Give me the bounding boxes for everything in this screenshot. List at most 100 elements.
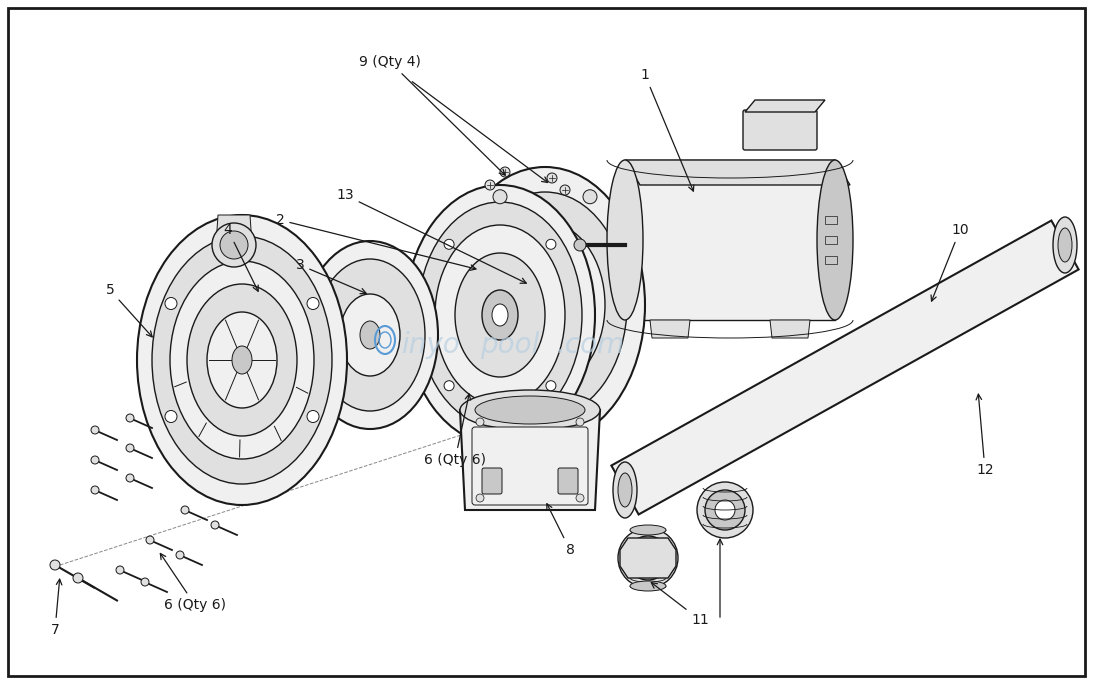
Polygon shape — [650, 320, 690, 338]
Ellipse shape — [91, 426, 99, 434]
Polygon shape — [611, 220, 1079, 514]
Polygon shape — [769, 320, 810, 338]
Text: 10: 10 — [931, 223, 968, 301]
Ellipse shape — [618, 528, 678, 588]
Ellipse shape — [560, 185, 571, 195]
Ellipse shape — [1053, 217, 1077, 273]
Ellipse shape — [492, 304, 508, 326]
Ellipse shape — [545, 239, 556, 249]
Ellipse shape — [91, 486, 99, 494]
Ellipse shape — [705, 490, 745, 530]
Ellipse shape — [418, 202, 581, 428]
Ellipse shape — [91, 456, 99, 464]
Ellipse shape — [211, 521, 219, 529]
Ellipse shape — [176, 551, 184, 559]
Ellipse shape — [485, 180, 495, 190]
Ellipse shape — [207, 312, 277, 408]
Ellipse shape — [444, 239, 454, 249]
Ellipse shape — [485, 222, 606, 388]
FancyBboxPatch shape — [472, 427, 588, 505]
FancyBboxPatch shape — [482, 468, 502, 494]
Ellipse shape — [455, 253, 545, 377]
Polygon shape — [625, 160, 835, 320]
Ellipse shape — [307, 410, 319, 423]
Ellipse shape — [307, 298, 319, 309]
Ellipse shape — [406, 185, 595, 445]
Ellipse shape — [165, 410, 177, 423]
Ellipse shape — [715, 500, 734, 520]
Text: 2: 2 — [275, 213, 475, 270]
Ellipse shape — [816, 160, 853, 320]
Polygon shape — [460, 410, 600, 510]
Ellipse shape — [576, 494, 584, 502]
Polygon shape — [745, 100, 825, 112]
Ellipse shape — [583, 189, 597, 204]
Text: 6 (Qty 6): 6 (Qty 6) — [161, 553, 226, 612]
Bar — [825, 236, 837, 244]
Ellipse shape — [545, 381, 556, 391]
Ellipse shape — [475, 418, 484, 426]
Text: 6 (Qty 6): 6 (Qty 6) — [424, 394, 486, 467]
Ellipse shape — [141, 578, 149, 586]
Ellipse shape — [630, 581, 666, 591]
Ellipse shape — [50, 560, 60, 570]
Ellipse shape — [460, 390, 600, 430]
Polygon shape — [625, 160, 850, 185]
Polygon shape — [620, 538, 675, 578]
Ellipse shape — [435, 225, 565, 405]
Ellipse shape — [574, 239, 586, 251]
Ellipse shape — [232, 346, 252, 374]
Ellipse shape — [126, 474, 134, 482]
Ellipse shape — [444, 381, 454, 391]
Ellipse shape — [493, 406, 507, 420]
Bar — [825, 256, 837, 264]
Ellipse shape — [576, 418, 584, 426]
Ellipse shape — [607, 160, 643, 320]
Ellipse shape — [697, 482, 753, 538]
Ellipse shape — [500, 167, 510, 177]
Ellipse shape — [340, 294, 400, 376]
Text: 5: 5 — [106, 283, 152, 337]
FancyBboxPatch shape — [743, 110, 816, 150]
Ellipse shape — [445, 167, 645, 443]
Ellipse shape — [360, 321, 380, 349]
Text: 1: 1 — [640, 68, 694, 191]
Ellipse shape — [181, 506, 189, 514]
Text: 4: 4 — [224, 223, 258, 291]
Ellipse shape — [482, 290, 518, 340]
Ellipse shape — [152, 236, 332, 484]
Text: 9 (Qty 4): 9 (Qty 4) — [360, 55, 505, 175]
Ellipse shape — [212, 223, 256, 267]
Ellipse shape — [626, 536, 670, 580]
Ellipse shape — [302, 241, 438, 429]
Ellipse shape — [315, 259, 425, 411]
Text: 7: 7 — [50, 579, 62, 637]
Ellipse shape — [613, 462, 637, 518]
Text: 13: 13 — [337, 188, 526, 283]
Ellipse shape — [137, 215, 346, 505]
Text: 12: 12 — [976, 394, 994, 477]
Ellipse shape — [146, 536, 154, 544]
FancyBboxPatch shape — [559, 468, 578, 494]
Ellipse shape — [116, 566, 124, 574]
Ellipse shape — [493, 189, 507, 204]
Bar — [825, 216, 837, 224]
Ellipse shape — [1058, 228, 1072, 262]
Ellipse shape — [73, 573, 83, 583]
Ellipse shape — [475, 494, 484, 502]
Ellipse shape — [583, 406, 597, 420]
Ellipse shape — [187, 284, 297, 436]
Ellipse shape — [126, 444, 134, 452]
Ellipse shape — [630, 525, 666, 535]
Text: .com: .com — [556, 331, 624, 359]
Ellipse shape — [475, 396, 585, 424]
Ellipse shape — [126, 414, 134, 422]
Text: 11: 11 — [651, 583, 709, 627]
Ellipse shape — [546, 173, 557, 183]
Ellipse shape — [220, 231, 248, 259]
Polygon shape — [216, 215, 252, 245]
Ellipse shape — [463, 192, 627, 418]
Ellipse shape — [165, 298, 177, 309]
Text: inyo: inyo — [401, 331, 459, 359]
Ellipse shape — [171, 261, 314, 459]
